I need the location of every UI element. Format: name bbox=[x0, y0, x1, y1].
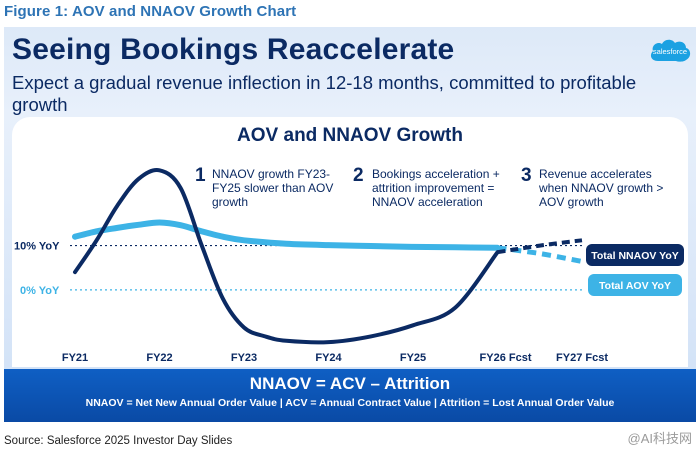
legend-aov-label: Total AOV YoY bbox=[599, 280, 671, 292]
x-tick-fy27-fcst: FY27 Fcst bbox=[556, 352, 608, 364]
note-2-line-1: Bookings acceleration + bbox=[372, 167, 500, 181]
x-axis: FY21 FY22 FY23 FY24 FY25 FY26 Fcst FY27 … bbox=[62, 352, 608, 364]
x-tick-fy24: FY24 bbox=[315, 352, 342, 364]
note-2-number: 2 bbox=[353, 165, 364, 186]
legend-nnaov-label: Total NNAOV YoY bbox=[591, 250, 679, 262]
note-3-line-1: Revenue accelerates bbox=[539, 167, 652, 181]
footer-definitions: NNAOV = Net New Annual Order Value | ACV… bbox=[85, 397, 615, 409]
aov-line-actual bbox=[72, 219, 501, 251]
note-1-line-2: FY25 slower than AOV bbox=[212, 181, 334, 195]
nnaov-line-forecast bbox=[497, 238, 583, 255]
note-2-line-2: attrition improvement = bbox=[372, 181, 495, 195]
note-1-text: NNAOV growth FY23- FY25 slower than AOV … bbox=[212, 167, 352, 209]
slide: Seeing Bookings Reaccelerate Expect a gr… bbox=[4, 27, 696, 422]
ref-label-10: 10% YoY bbox=[14, 241, 60, 253]
x-tick-fy25: FY25 bbox=[400, 352, 426, 364]
slide-headline: Seeing Bookings Reaccelerate bbox=[12, 33, 455, 66]
note-3-text: Revenue accelerates when NNAOV growth > … bbox=[539, 167, 679, 209]
aov-line-forecast bbox=[497, 245, 583, 264]
watermark: @AI科技网 bbox=[627, 431, 692, 446]
legend-aov-box bbox=[588, 274, 682, 296]
footer-band: NNAOV = ACV – Attrition NNAOV = Net New … bbox=[4, 369, 696, 422]
legend-aov: Total AOV YoY bbox=[588, 274, 682, 296]
legend-nnaov: Total NNAOV YoY bbox=[586, 244, 684, 266]
note-2-line-3: NNAOV acceleration bbox=[372, 195, 483, 209]
note-3-line-2: when NNAOV growth > bbox=[539, 181, 664, 195]
ref-label-0: 0% YoY bbox=[20, 285, 60, 297]
growth-chart: 10% YoY 0% YoY Total NNAOV YoY Total AOV… bbox=[14, 168, 684, 364]
note-1-line-1: NNAOV growth FY23- bbox=[212, 167, 331, 181]
x-tick-fy22: FY22 bbox=[146, 352, 172, 364]
x-tick-fy21: FY21 bbox=[62, 352, 88, 364]
note-3-number: 3 bbox=[521, 165, 532, 186]
source-note: Source: Salesforce 2025 Investor Day Sli… bbox=[4, 435, 233, 447]
slide-subheadline: Expect a gradual revenue inflection in 1… bbox=[12, 72, 637, 115]
x-tick-fy26-fcst: FY26 Fcst bbox=[480, 352, 532, 364]
note-1-number: 1 bbox=[195, 165, 206, 186]
chart-panel: AOV and NNAOV Growth 1 NNAOV growth FY23… bbox=[12, 117, 688, 367]
nnaov-line-actual bbox=[73, 168, 500, 345]
note-3-line-3: AOV growth bbox=[539, 195, 604, 209]
legend-nnaov-box bbox=[586, 244, 684, 266]
note-2-text: Bookings acceleration + attrition improv… bbox=[372, 167, 512, 209]
chart-title: AOV and NNAOV Growth bbox=[237, 125, 463, 146]
figure-title: Figure 1: AOV and NNAOV Growth Chart bbox=[4, 3, 297, 20]
note-1-line-3: growth bbox=[212, 195, 249, 209]
salesforce-logo: salesforce bbox=[650, 39, 691, 62]
salesforce-logo-text: salesforce bbox=[653, 47, 687, 56]
footer-equation: NNAOV = ACV – Attrition bbox=[249, 374, 451, 393]
x-tick-fy23: FY23 bbox=[231, 352, 257, 364]
